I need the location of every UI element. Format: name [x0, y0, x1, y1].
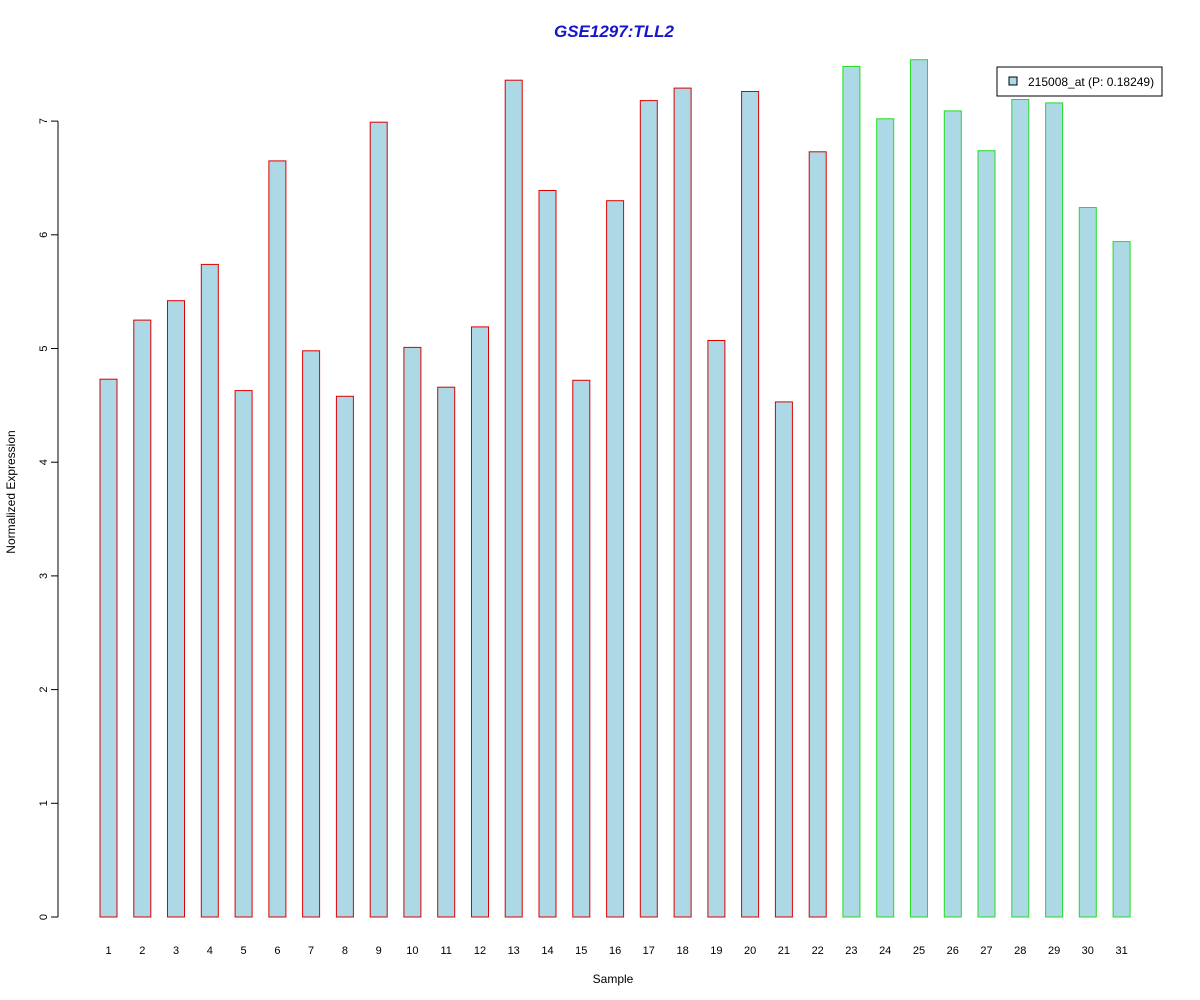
- bar-sample-14: [538, 190, 557, 918]
- x-tick-label: 11: [440, 945, 451, 957]
- x-tick-label: 22: [812, 945, 824, 957]
- bar-sample-20: [741, 91, 760, 918]
- y-tick-label: 7: [38, 118, 50, 124]
- bar-sample-23: [842, 66, 861, 918]
- x-tick-label: 24: [879, 945, 891, 957]
- x-tick-label: 9: [376, 945, 382, 957]
- x-tick-label: 19: [710, 945, 722, 957]
- x-tick-label: 3: [173, 945, 179, 957]
- chart-title: GSE1297:TLL2: [554, 22, 675, 41]
- y-tick-label: 0: [38, 914, 50, 920]
- bar-sample-11: [437, 386, 456, 918]
- bar-sample-27: [977, 150, 996, 918]
- x-tick-label: 1: [105, 945, 111, 957]
- x-tick-label: 18: [676, 945, 688, 957]
- legend-box: [996, 66, 1163, 97]
- x-tick-label: 14: [541, 945, 553, 957]
- x-tick-label: 23: [845, 945, 857, 957]
- legend-label: 215008_at (P: 0.18249): [1028, 75, 1154, 89]
- x-tick-label: 12: [474, 945, 486, 957]
- x-axis-label: Sample: [593, 972, 634, 986]
- x-tick-label: 10: [406, 945, 418, 957]
- x-tick-label: 29: [1048, 945, 1060, 957]
- x-tick-label: 31: [1115, 945, 1127, 957]
- y-tick-label: 2: [38, 687, 50, 693]
- bars-group: [99, 59, 1131, 918]
- bar-sample-18: [673, 87, 692, 918]
- bar-sample-25: [910, 59, 928, 918]
- bar-sample-9: [369, 121, 388, 918]
- x-tick-label: 4: [207, 945, 213, 957]
- bar-sample-8: [335, 395, 354, 918]
- bar-sample-26: [943, 110, 962, 918]
- y-axis: 0 1 2 3 4 5 6 7: [38, 118, 59, 920]
- bar-sample-10: [403, 346, 422, 918]
- legend: 215008_at (P: 0.18249): [996, 66, 1163, 97]
- bar-sample-3: [167, 300, 185, 918]
- bar-sample-17: [639, 100, 658, 918]
- bar-sample-15: [572, 379, 591, 918]
- x-tick-label: 17: [643, 945, 655, 957]
- bar-sample-7: [302, 350, 321, 918]
- x-tick-label: 28: [1014, 945, 1026, 957]
- bar-sample-5: [234, 390, 253, 918]
- bar-sample-16: [606, 200, 625, 918]
- x-tick-label: 13: [508, 945, 520, 957]
- legend-swatch: [1008, 76, 1018, 86]
- y-tick-label: 1: [38, 800, 50, 806]
- bar-sample-24: [876, 118, 895, 918]
- x-tick-label: 7: [308, 945, 314, 957]
- bar-sample-22: [808, 151, 827, 918]
- x-tick-labels: 1 2 3 4 5 6 7 8 9 10 11 12 13 14 15 16 17 18 19 20 21 22 23 24 2…: [105, 945, 1127, 957]
- x-tick-label: 2: [139, 945, 145, 957]
- x-tick-label: 5: [241, 945, 247, 957]
- x-tick-label: 6: [274, 945, 280, 957]
- y-tick-label: 4: [38, 459, 50, 465]
- y-tick-label: 6: [38, 232, 50, 238]
- y-tick-label: 5: [38, 345, 50, 351]
- bar-sample-2: [133, 319, 152, 918]
- x-tick-label: 15: [575, 945, 587, 957]
- x-tick-label: 8: [342, 945, 348, 957]
- x-tick-label: 30: [1082, 945, 1094, 957]
- y-axis-label: Normalized Expression: [4, 430, 18, 553]
- bar-sample-21: [774, 401, 793, 918]
- bar-sample-6: [268, 160, 287, 918]
- x-tick-label: 25: [913, 945, 925, 957]
- bar-sample-31: [1112, 241, 1131, 918]
- x-tick-label: 26: [947, 945, 959, 957]
- bar-sample-29: [1045, 102, 1064, 918]
- y-tick-label: 3: [38, 573, 50, 579]
- bar-sample-13: [504, 79, 523, 918]
- bar-sample-30: [1078, 207, 1097, 918]
- bar-sample-19: [707, 340, 726, 918]
- x-tick-label: 20: [744, 945, 756, 957]
- bar-sample-12: [471, 326, 489, 918]
- x-tick-label: 27: [980, 945, 992, 957]
- bar-sample-4: [200, 263, 219, 918]
- x-tick-label: 21: [778, 945, 790, 957]
- bar-sample-28: [1011, 99, 1030, 918]
- bar-sample-1: [99, 378, 118, 918]
- x-tick-label: 16: [609, 945, 621, 957]
